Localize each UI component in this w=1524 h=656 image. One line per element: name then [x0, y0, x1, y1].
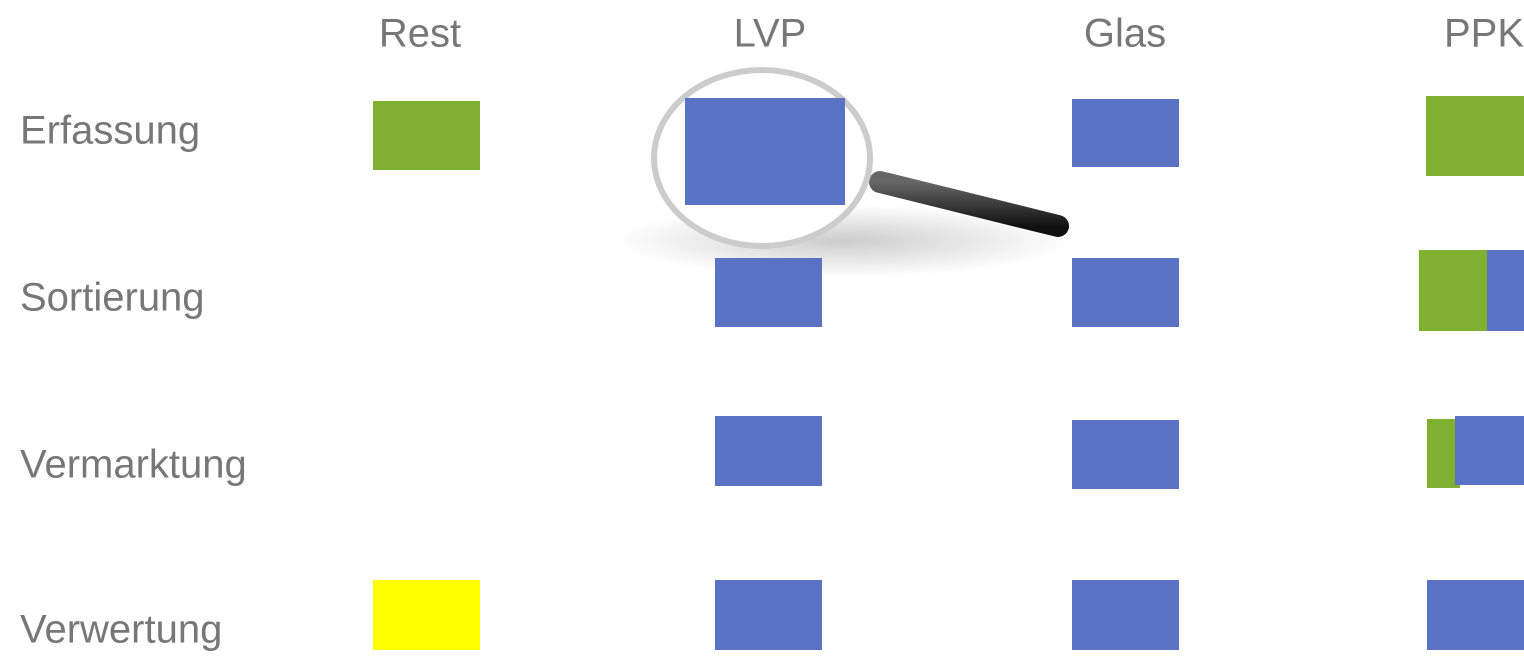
column-label: LVP: [734, 12, 807, 56]
yellow-box: [373, 580, 480, 650]
blue-box: [715, 580, 822, 650]
blue-box: [1072, 99, 1179, 167]
column-label: PPK: [1444, 12, 1524, 56]
blue-box: [1427, 580, 1524, 650]
row-label: Vermarktung: [20, 443, 247, 487]
blue-box: [1072, 580, 1179, 650]
row-label: Sortierung: [20, 276, 205, 320]
column-label: Rest: [379, 12, 461, 56]
magnifier-handle: [869, 171, 1069, 237]
green-box: [1426, 96, 1524, 176]
row-label: Erfassung: [20, 109, 200, 153]
blue-box: [1487, 250, 1524, 331]
blue-box: [715, 416, 822, 486]
blue-box-magnified: [685, 98, 845, 205]
blue-box: [1072, 420, 1179, 489]
green-box: [1427, 419, 1460, 488]
blue-box: [1455, 416, 1524, 485]
blue-box: [1072, 258, 1179, 327]
row-label: Verwertung: [20, 608, 222, 652]
green-box: [373, 101, 480, 170]
green-box: [1419, 250, 1487, 331]
column-label: Glas: [1084, 12, 1166, 56]
blue-box: [715, 258, 822, 327]
